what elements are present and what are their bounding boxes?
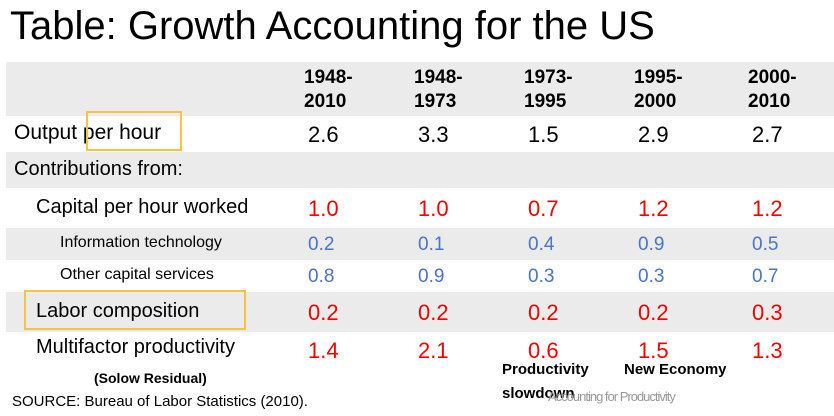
faint-overlay-text: Accounting for Productivity	[548, 389, 676, 404]
solow-residual-note: (Solow Residual)	[94, 370, 207, 386]
row-label-contributions: Contributions from:	[14, 158, 183, 180]
value-output-1995-2000: 2.9	[638, 122, 669, 147]
source-citation: SOURCE: Bureau of Labor Statistics (2010…	[12, 393, 308, 410]
value-capital-1995-2000: 1.2	[638, 196, 669, 221]
value-other-capital-1995-2000: 0.3	[638, 266, 665, 287]
value-mfp-1948-2010: 1.4	[308, 338, 339, 363]
value-other-capital-1973-1995: 0.3	[528, 266, 555, 287]
column-header-1948-1973: 1948- 1973	[414, 66, 463, 114]
value-mfp-1973-1995: 0.6	[528, 338, 559, 363]
value-labor-1973-1995: 0.2	[528, 300, 559, 325]
row-label-capital: Capital per hour worked	[36, 196, 249, 218]
column-header-line: 2010	[304, 91, 347, 112]
highlight-box-per-hour	[86, 111, 182, 151]
table-row-information-technology: Information technology 0.2 0.1 0.4 0.9 0…	[6, 228, 834, 260]
table-row-output: Output per hour 2.6 3.3 1.5 2.9 2.7	[6, 116, 834, 152]
highlight-box-labor-composition	[24, 290, 246, 330]
value-it-1948-1973: 0.1	[418, 234, 445, 255]
row-label-other-capital: Other capital services	[60, 266, 214, 283]
column-header-1948-2010: 1948- 2010	[304, 66, 353, 114]
column-header-line: 1948-	[304, 67, 353, 88]
value-capital-2000-2010: 1.2	[752, 196, 783, 221]
column-header-line: 1995	[524, 91, 567, 112]
column-header-line: 1995-	[634, 67, 683, 88]
value-it-1995-2000: 0.9	[638, 234, 665, 255]
value-labor-1995-2000: 0.2	[638, 300, 669, 325]
value-output-2000-2010: 2.7	[752, 122, 783, 147]
value-other-capital-1948-1973: 0.9	[418, 266, 445, 287]
column-header-1995-2000: 1995- 2000	[634, 66, 683, 114]
column-header-line: 2010	[748, 91, 791, 112]
new-economy-note: New Economy	[624, 361, 727, 378]
row-label-information-technology: Information technology	[60, 234, 222, 251]
value-output-1948-1973: 3.3	[418, 122, 449, 147]
row-label-output: Output per hour	[14, 121, 161, 145]
value-capital-1973-1995: 0.7	[528, 196, 559, 221]
slowdown-note: slowdown	[502, 385, 575, 402]
value-other-capital-2000-2010: 0.7	[752, 266, 779, 287]
table-row-capital: Capital per hour worked 1.0 1.0 0.7 1.2 …	[6, 188, 834, 228]
value-mfp-2000-2010: 1.3	[752, 338, 783, 363]
column-header-line: 1973	[414, 91, 457, 112]
value-labor-2000-2010: 0.3	[752, 300, 783, 325]
table-row-labor: Labor composition 0.2 0.2 0.2 0.2 0.3	[6, 292, 834, 332]
value-capital-1948-2010: 1.0	[308, 196, 339, 221]
value-mfp-1948-1973: 2.1	[418, 338, 449, 363]
value-it-1948-2010: 0.2	[308, 234, 335, 255]
row-label-labor: Labor composition	[36, 300, 200, 322]
value-capital-1948-1973: 1.0	[418, 196, 449, 221]
value-labor-1948-1973: 0.2	[418, 300, 449, 325]
value-output-1948-2010: 2.6	[308, 122, 339, 147]
table-row-other-capital: Other capital services 0.8 0.9 0.3 0.3 0…	[6, 260, 834, 292]
column-header-line: 2000-	[748, 67, 797, 88]
value-labor-1948-2010: 0.2	[308, 300, 339, 325]
value-it-2000-2010: 0.5	[752, 234, 779, 255]
value-output-1973-1995: 1.5	[528, 122, 559, 147]
table-row-multifactor: Multifactor productivity 1.4 2.1 0.6 1.5…	[6, 332, 834, 368]
column-header-line: 2000	[634, 91, 677, 112]
column-header-line: 1973-	[524, 67, 573, 88]
column-header-1973-1995: 1973- 1995	[524, 66, 573, 114]
value-other-capital-1948-2010: 0.8	[308, 266, 335, 287]
column-header-2000-2010: 2000- 2010	[748, 66, 797, 114]
row-label-output-text: Output	[14, 121, 83, 144]
table-header-row: 1948- 2010 1948- 1973 1973- 1995 1995- 2…	[6, 62, 834, 116]
value-it-1973-1995: 0.4	[528, 234, 555, 255]
value-mfp-1995-2000: 1.5	[638, 338, 669, 363]
table-row-contributions: Contributions from:	[6, 152, 834, 188]
slide-title: Table: Growth Accounting for the US	[10, 4, 655, 48]
column-header-line: 1948-	[414, 67, 463, 88]
row-label-per-hour-text: per hour	[82, 121, 162, 144]
row-label-multifactor: Multifactor productivity	[36, 336, 235, 358]
productivity-note: Productivity	[502, 361, 589, 378]
